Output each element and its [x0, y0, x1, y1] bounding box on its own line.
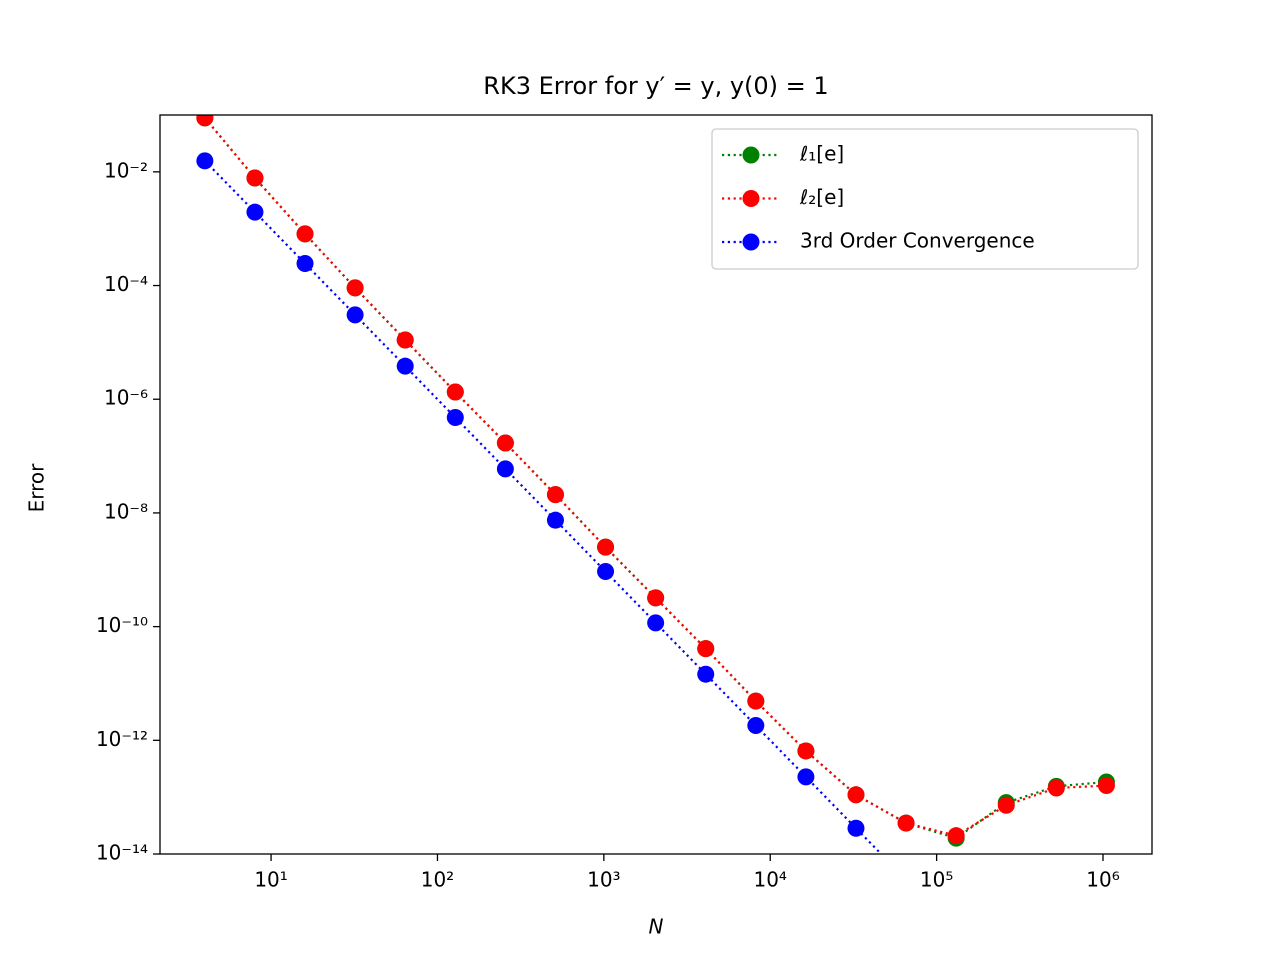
data-point [847, 786, 865, 804]
data-point [196, 115, 214, 127]
data-point [496, 460, 514, 478]
y-tick-label: 10⁻² [104, 158, 148, 182]
y-tick-label: 10⁻⁶ [104, 386, 148, 410]
data-point [747, 692, 765, 710]
x-axis-label: N [649, 915, 664, 939]
x-tick-label: 10² [421, 868, 454, 892]
data-point [396, 357, 414, 375]
y-tick-label: 10⁻⁴ [104, 272, 148, 296]
data-point [897, 814, 915, 832]
data-point [697, 640, 715, 658]
y-tick-label: 10⁻¹² [96, 727, 148, 751]
data-point [1047, 779, 1065, 797]
data-point [346, 306, 364, 324]
data-point [697, 665, 715, 683]
data-point [296, 255, 314, 273]
legend-marker [742, 146, 760, 164]
data-point [797, 742, 815, 760]
data-point [246, 203, 264, 221]
data-point [546, 486, 564, 504]
data-point [647, 614, 665, 632]
data-point [997, 796, 1015, 814]
legend-label: ℓ₂[e] [799, 185, 844, 209]
x-tick-label: 10⁴ [753, 868, 786, 892]
data-point [597, 563, 615, 581]
data-point [898, 871, 915, 888]
data-point [597, 538, 615, 556]
data-point [546, 511, 564, 529]
data-point [847, 819, 865, 837]
data-point [446, 383, 464, 401]
x-tick-label: 10¹ [254, 868, 287, 892]
data-point [196, 152, 214, 170]
legend-box [711, 128, 1139, 270]
data-point [346, 279, 364, 297]
y-tick-label: 10⁻⁸ [104, 499, 148, 523]
legend-marker [742, 233, 760, 251]
axes-frame [159, 114, 1153, 855]
data-point [797, 768, 815, 786]
legend-label: ℓ₁[e] [799, 142, 844, 166]
data-point [396, 331, 414, 349]
data-point [496, 434, 514, 452]
chart-title: RK3 Error for y′ = y, y(0) = 1 [483, 72, 828, 100]
y-axis-label: Error [25, 463, 49, 513]
x-tick-label: 10⁵ [920, 868, 953, 892]
series-line [204, 160, 883, 854]
x-tick-label: 10³ [587, 868, 620, 892]
y-tick-label: 10⁻¹⁴ [96, 841, 148, 865]
legend-marker [742, 190, 760, 207]
plot-area [196, 115, 1115, 939]
data-point [647, 589, 665, 607]
x-tick-label: 10⁶ [1086, 868, 1119, 892]
legend-label: 3rd Order Convergence [800, 229, 1035, 253]
data-point [246, 169, 264, 187]
data-point [296, 225, 314, 243]
data-point [747, 717, 765, 735]
y-tick-label: 10⁻¹⁰ [96, 613, 148, 637]
data-point [948, 922, 965, 939]
data-point [947, 827, 965, 845]
data-point [1097, 777, 1115, 795]
data-point [446, 409, 464, 427]
